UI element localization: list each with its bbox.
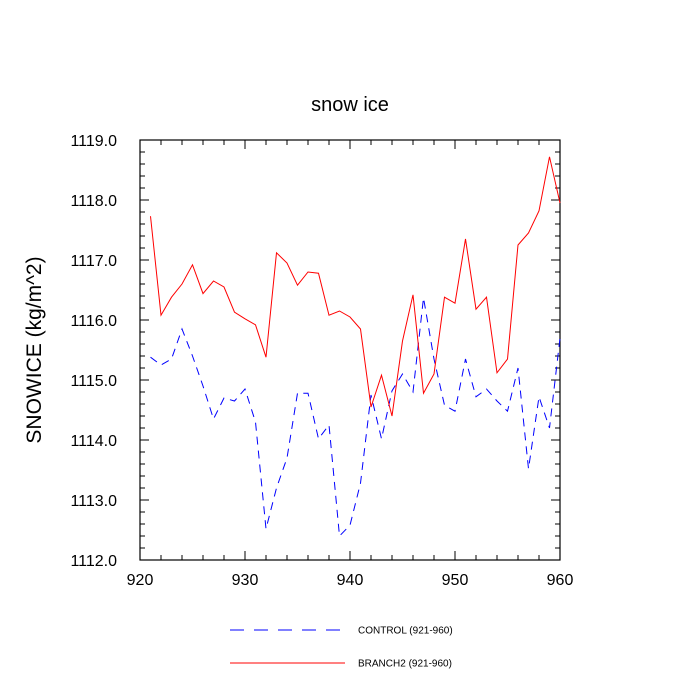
x-tick-label: 940	[337, 572, 364, 589]
plot-frame	[139, 139, 561, 561]
x-tick-label: 960	[547, 572, 574, 589]
y-tick-label: 1116.0	[70, 313, 117, 330]
series-line-1	[150, 156, 561, 417]
x-tick-label: 950	[442, 572, 469, 589]
y-tick-label: 1119.0	[70, 133, 117, 150]
legend: CONTROL (921-960) BRANCH2 (921-960)	[230, 626, 453, 670]
series-line-0	[150, 297, 561, 538]
x-tick-label: 930	[232, 572, 259, 589]
series-lines	[150, 156, 561, 538]
chart-title: snow ice	[311, 94, 389, 116]
y-tick-label: 1113.0	[70, 493, 117, 510]
x-tick-labels: 920 930 940 950 960	[127, 572, 574, 589]
y-tick-labels: 1112.0 1113.0 1114.0 1115.0 1116.0 1117.0 1118…	[70, 133, 117, 570]
y-tick-label: 1118.0	[70, 193, 117, 210]
x-tick-label: 920	[127, 572, 154, 589]
y-tick-label: 1115.0	[70, 373, 117, 390]
axis-ticks	[139, 139, 561, 561]
y-tick-label: 1117.0	[70, 253, 117, 270]
legend-label-branch2: BRANCH2 (921-960)	[358, 659, 452, 670]
y-tick-label: 1112.0	[70, 553, 117, 570]
y-tick-label: 1114.0	[70, 433, 117, 450]
legend-label-control: CONTROL (921-960)	[358, 626, 453, 637]
y-axis-label: SNOWICE (kg/m^2)	[23, 256, 46, 443]
